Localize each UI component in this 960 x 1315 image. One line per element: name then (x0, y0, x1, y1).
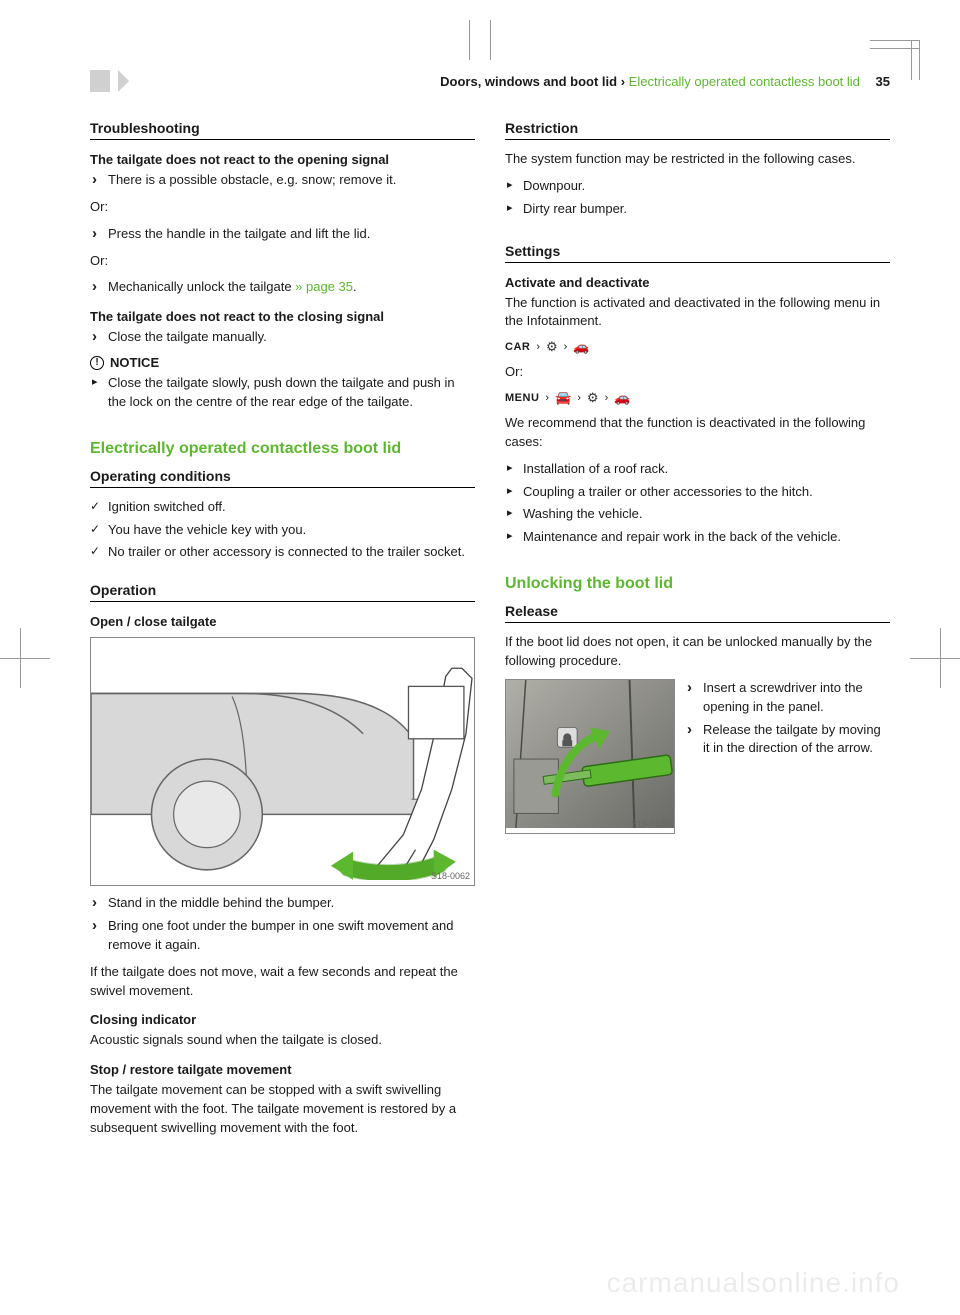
operation-heading: Operation (90, 582, 475, 602)
open-close-heading: Open / close tailgate (90, 614, 475, 629)
page-link[interactable]: » page 35 (295, 279, 353, 294)
stop-restore-text: The tailgate movement can be stopped wit… (90, 1081, 475, 1138)
figure-caption: S18-0062 (431, 871, 470, 881)
crop-mark-corner (870, 40, 920, 80)
list-item: Close the tailgate manually. (90, 328, 475, 347)
operating-conditions-heading: Operating conditions (90, 468, 475, 488)
settings-heading: Settings (505, 243, 890, 263)
list-item: Washing the vehicle. (505, 505, 890, 524)
list-item: Insert a screwdriver into the opening in… (685, 679, 890, 717)
list-item: Stand in the middle behind the bumper. (90, 894, 475, 913)
boot-icon: 🚗 (614, 390, 630, 406)
recommend-text: We recommend that the function is deacti… (505, 414, 890, 452)
contactless-heading: Electrically operated contactless boot l… (90, 440, 475, 458)
stop-restore-heading: Stop / restore tailgate movement (90, 1062, 475, 1077)
car-menu-label: CAR (505, 341, 530, 353)
unlocking-heading: Unlocking the boot lid (505, 575, 890, 593)
release-figure: S19-0160 (505, 679, 675, 834)
or-text: Or: (90, 198, 475, 217)
figure-caption: S19-0160 (631, 819, 670, 829)
closing-indicator-heading: Closing indicator (90, 1012, 475, 1027)
notice-icon: ! (90, 356, 104, 370)
boot-icon: 🚗 (573, 339, 589, 355)
menu-path: CAR › ⚙ › 🚗 (505, 339, 890, 355)
no-open-heading: The tailgate does not react to the openi… (90, 152, 475, 167)
kick-sensor-figure: S18-0062 (90, 637, 475, 886)
release-intro: If the boot lid does not open, it can be… (505, 633, 890, 671)
or-text: Or: (90, 252, 475, 271)
activate-heading: Activate and deactivate (505, 275, 890, 290)
or-text: Or: (505, 363, 890, 382)
header-subsection: Electrically operated contactless boot l… (629, 74, 860, 89)
header-section: Doors, windows and boot lid (440, 74, 617, 89)
closing-indicator-text: Acoustic signals sound when the tailgate… (90, 1031, 475, 1050)
operation-wait-text: If the tailgate does not move, wait a fe… (90, 963, 475, 1001)
list-item: You have the vehicle key with you. (90, 521, 475, 540)
list-item: Press the handle in the tailgate and lif… (90, 225, 475, 244)
list-item: Maintenance and repair work in the back … (505, 528, 890, 547)
notice-block: ! NOTICE (90, 355, 475, 370)
list-item: Downpour. (505, 177, 890, 196)
list-item: Installation of a roof rack. (505, 460, 890, 479)
troubleshooting-heading: Troubleshooting (90, 120, 475, 140)
list-item: Coupling a trailer or other accessories … (505, 483, 890, 502)
menu-path: MENU › 🚘 › ⚙ › 🚗 (505, 390, 890, 406)
no-close-heading: The tailgate does not react to the closi… (90, 309, 475, 324)
list-item: Ignition switched off. (90, 498, 475, 517)
list-item: There is a possible obstacle, e.g. snow;… (90, 171, 475, 190)
page-header: Doors, windows and boot lid › Electrical… (90, 70, 890, 92)
notice-label: NOTICE (110, 355, 159, 370)
restriction-intro: The system function may be restricted in… (505, 150, 890, 169)
list-item: Mechanically unlock the tailgate » page … (90, 278, 475, 297)
activate-text: The function is activated and deactivate… (505, 294, 890, 332)
notice-text: Close the tailgate slowly, push down the… (90, 374, 475, 412)
settings-gear-icon: ⚙ (587, 390, 599, 406)
restriction-heading: Restriction (505, 120, 890, 140)
menu-label: MENU (505, 392, 539, 404)
car-icon: 🚘 (555, 390, 571, 406)
list-item: Dirty rear bumper. (505, 200, 890, 219)
list-item: No trailer or other accessory is connect… (90, 543, 475, 562)
settings-gear-icon: ⚙ (546, 339, 558, 355)
watermark-text: carmanualsonline.info (607, 1267, 900, 1299)
list-item: Release the tailgate by moving it in the… (685, 721, 890, 759)
release-heading: Release (505, 603, 890, 623)
list-item: Bring one foot under the bumper in one s… (90, 917, 475, 955)
